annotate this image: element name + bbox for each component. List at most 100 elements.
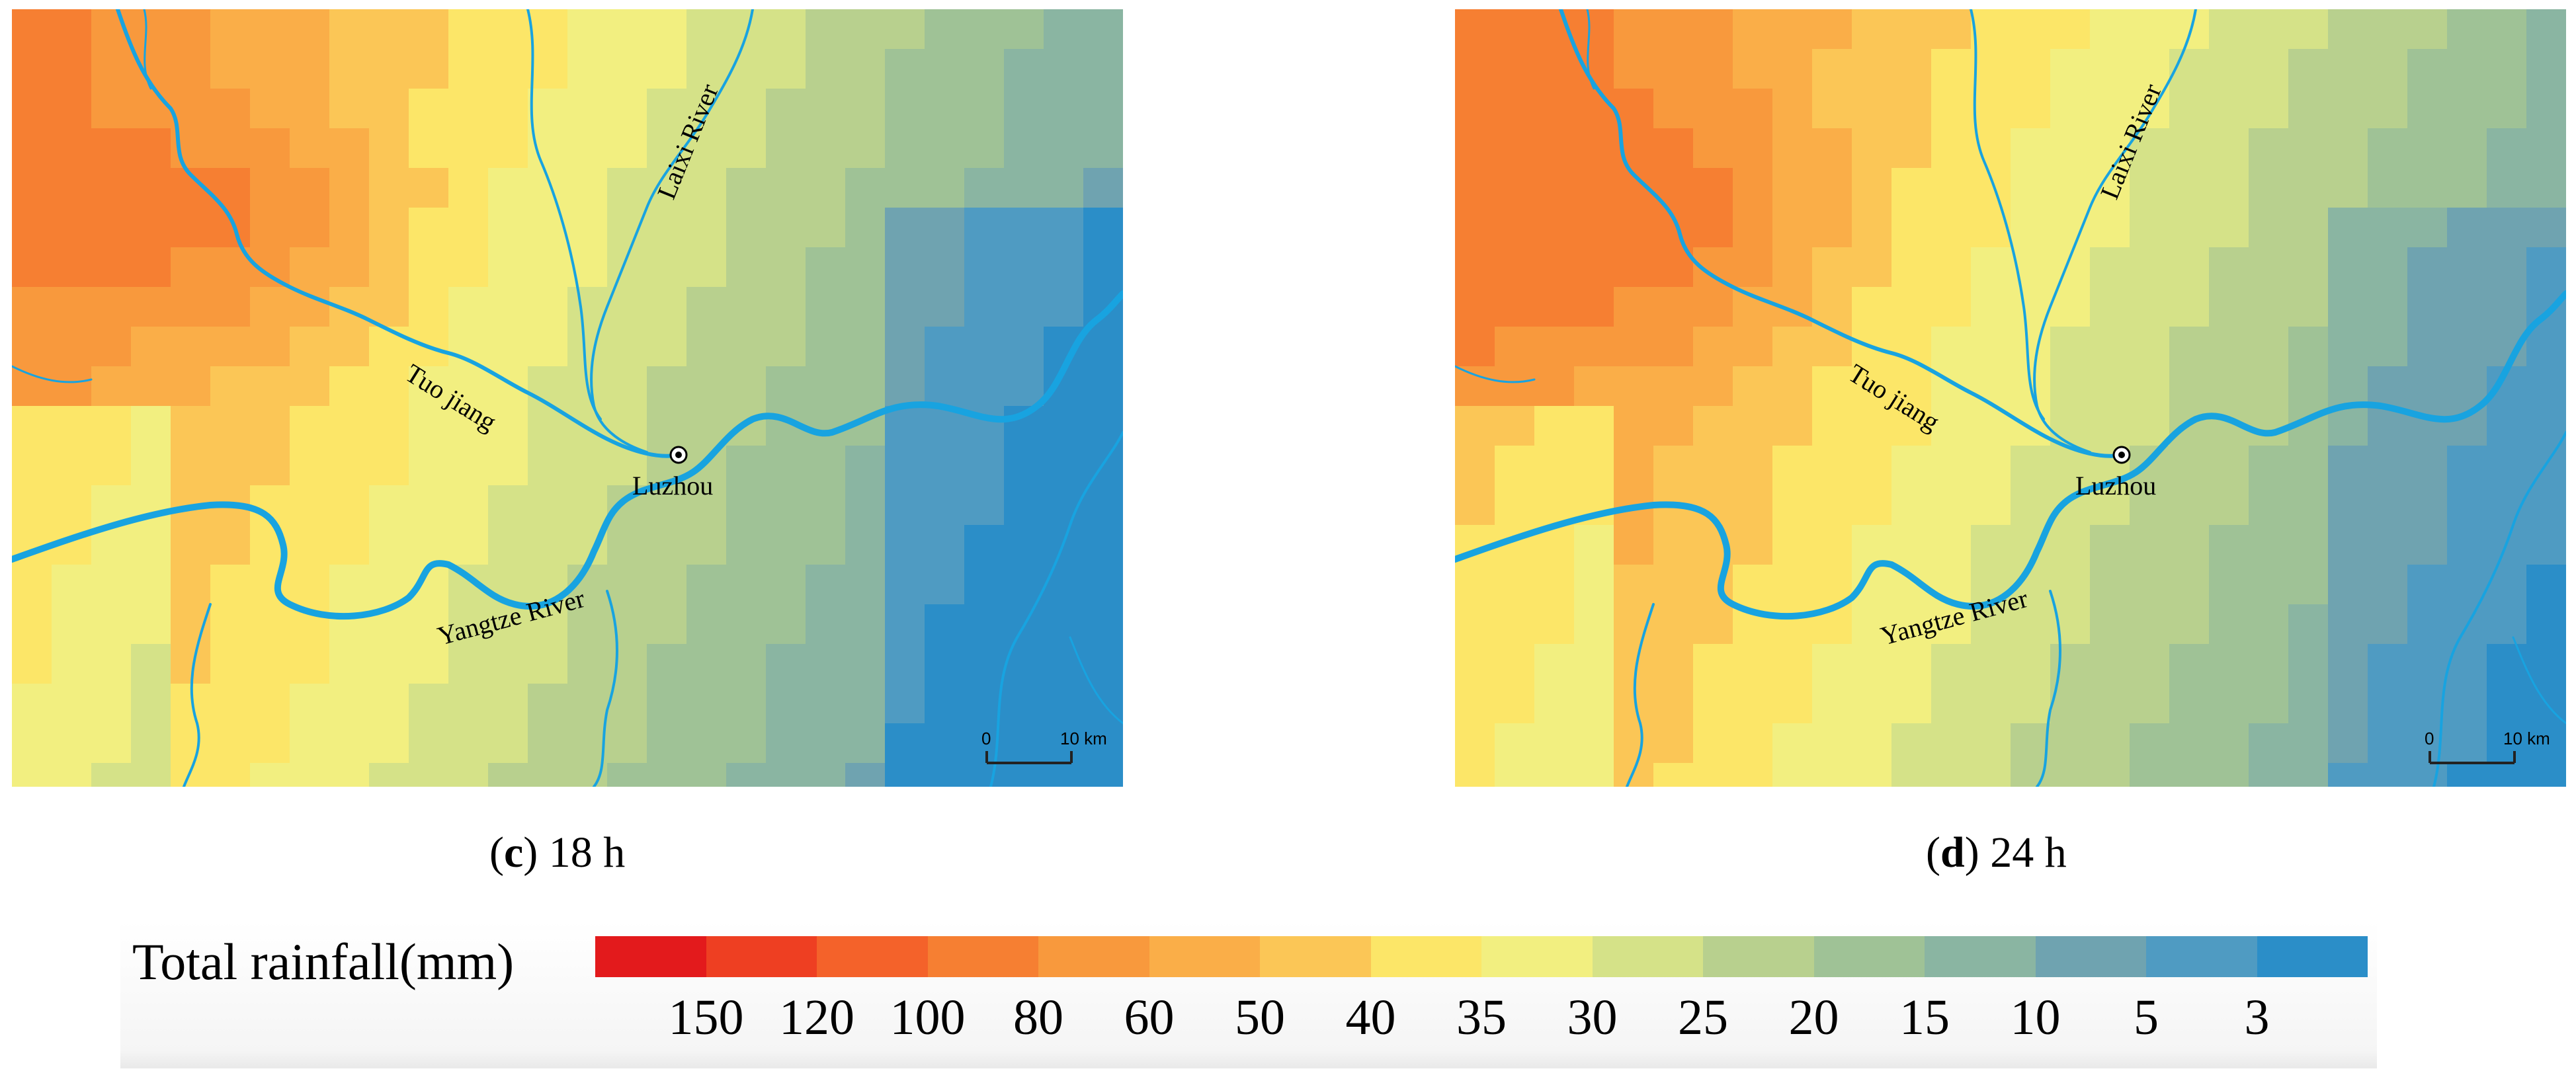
rainfall-cell bbox=[528, 287, 568, 327]
rainfall-cell bbox=[845, 644, 886, 684]
rainfall-cell bbox=[1574, 327, 1614, 367]
rainfall-cell bbox=[171, 327, 211, 367]
rainfall-cell bbox=[488, 604, 528, 645]
rainfall-cell bbox=[409, 406, 449, 446]
rainfall-cell bbox=[2130, 89, 2170, 129]
rainfall-cell bbox=[1044, 406, 1084, 446]
rainfall-cell bbox=[488, 684, 528, 724]
rainfall-cell bbox=[52, 168, 92, 208]
rainfall-cell bbox=[925, 168, 965, 208]
rainfall-cell bbox=[2209, 644, 2249, 684]
rainfall-cell bbox=[448, 9, 489, 50]
rainfall-cell bbox=[488, 406, 528, 446]
rainfall-cell bbox=[2407, 446, 2448, 486]
rainfall-cell bbox=[2249, 406, 2289, 446]
rainfall-cell bbox=[2169, 525, 2210, 565]
rainfall-cell bbox=[686, 9, 727, 50]
rainfall-cell bbox=[925, 565, 965, 605]
rainfall-cell bbox=[647, 644, 687, 684]
rainfall-cell bbox=[607, 644, 647, 684]
rainfall-cell bbox=[1574, 366, 1614, 407]
rainfall-cell bbox=[2249, 89, 2289, 129]
rainfall-cell bbox=[1772, 684, 1813, 724]
rainfall-cell bbox=[964, 644, 1005, 684]
rainfall-cell bbox=[806, 485, 846, 526]
rainfall-cell bbox=[1733, 49, 1773, 89]
rainfall-cell bbox=[1812, 327, 1852, 367]
rainfall-cell bbox=[885, 89, 925, 129]
rainfall-cell bbox=[2130, 406, 2170, 446]
rainfall-cell bbox=[806, 644, 846, 684]
rainfall-cell bbox=[726, 327, 767, 367]
rainfall-cell bbox=[1534, 208, 1575, 248]
rainfall-cell bbox=[210, 327, 251, 367]
rainfall-cell bbox=[250, 723, 290, 764]
river-line bbox=[2512, 636, 2566, 725]
rainfall-cell bbox=[964, 565, 1005, 605]
scale-ten-label: 10 km bbox=[1060, 729, 1107, 748]
rainfall-cell bbox=[131, 287, 171, 327]
rainfall-cell bbox=[52, 565, 92, 605]
rainfall-cell bbox=[885, 168, 925, 208]
rainfall-cell bbox=[2526, 9, 2566, 50]
rainfall-cell bbox=[686, 684, 727, 724]
rainfall-cell bbox=[925, 128, 965, 169]
rainfall-cell bbox=[2487, 723, 2527, 764]
rainfall-cell bbox=[528, 604, 568, 645]
rainfall-cell bbox=[726, 604, 767, 645]
rainfall-cell bbox=[885, 525, 925, 565]
rainfall-cell bbox=[1733, 89, 1773, 129]
rainfall-cell bbox=[1653, 327, 1694, 367]
rainfall-cell bbox=[369, 763, 409, 787]
rainfall-cell bbox=[2328, 565, 2368, 605]
legend-label: 40 bbox=[1345, 990, 1396, 1045]
rainfall-cell bbox=[2288, 644, 2329, 684]
rainfall-cell bbox=[2209, 485, 2249, 526]
rainfall-cell bbox=[647, 525, 687, 565]
rainfall-cell bbox=[2050, 366, 2091, 407]
legend-label: 80 bbox=[1013, 990, 1063, 1045]
rainfall-cell bbox=[2130, 604, 2170, 645]
rainfall-cell bbox=[845, 9, 886, 50]
rainfall-cell bbox=[726, 9, 767, 50]
rainfall-cell bbox=[290, 763, 330, 787]
rainfall-cell bbox=[806, 89, 846, 129]
rainfall-cell bbox=[2288, 565, 2329, 605]
rainfall-cell bbox=[2526, 208, 2566, 248]
rainfall-cell bbox=[845, 763, 886, 787]
rainfall-cell bbox=[2526, 644, 2566, 684]
rainfall-cell bbox=[1455, 168, 1495, 208]
rainfall-cell bbox=[845, 287, 886, 327]
rainfall-cell bbox=[726, 485, 767, 526]
rainfall-cell bbox=[686, 49, 727, 89]
rainfall-cell bbox=[2288, 89, 2329, 129]
rainfall-cell bbox=[2288, 9, 2329, 50]
rainfall-cell bbox=[329, 89, 370, 129]
rainfall-cell bbox=[488, 9, 528, 50]
rainfall-cell bbox=[171, 763, 211, 787]
rainfall-cell bbox=[1534, 89, 1575, 129]
rainfall-cell bbox=[766, 49, 806, 89]
rainfall-cell bbox=[91, 604, 132, 645]
rainfall-cell bbox=[1812, 446, 1852, 486]
rainfall-cell bbox=[766, 644, 806, 684]
rainfall-cell bbox=[1653, 684, 1694, 724]
legend-swatch bbox=[706, 936, 817, 977]
rainfall-cell bbox=[1455, 9, 1495, 50]
legend-label: 120 bbox=[779, 990, 854, 1045]
rainfall-cell bbox=[131, 525, 171, 565]
rainfall-cell bbox=[1083, 644, 1123, 684]
rainfall-cell bbox=[1971, 366, 2011, 407]
rainfall-cell bbox=[1614, 9, 1654, 50]
rainfall-cell bbox=[1455, 644, 1495, 684]
rainfall-cell bbox=[1971, 9, 2011, 50]
rainfall-cell bbox=[686, 446, 727, 486]
rainfall-cell bbox=[2368, 644, 2408, 684]
rainfall-cell bbox=[1044, 9, 1084, 50]
rainfall-cell bbox=[2407, 644, 2448, 684]
rainfall-cell bbox=[1574, 525, 1614, 565]
rainfall-cell bbox=[131, 9, 171, 50]
rainfall-cell bbox=[686, 208, 727, 248]
rainfall-cell bbox=[607, 49, 647, 89]
rainfall-cell bbox=[2487, 565, 2527, 605]
